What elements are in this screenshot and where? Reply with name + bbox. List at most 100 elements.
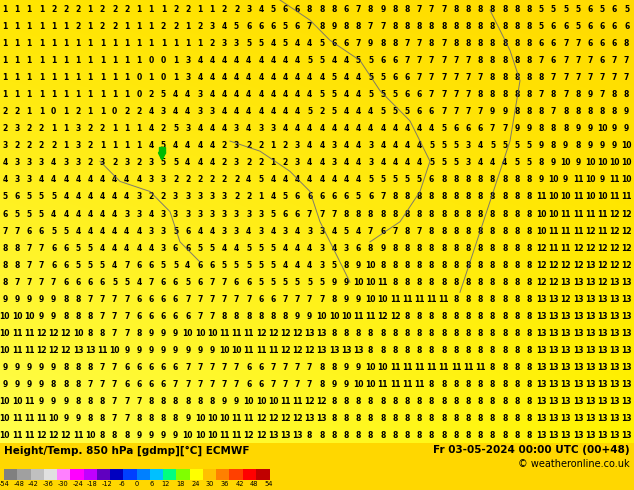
Text: 13: 13 [621, 363, 632, 372]
Text: 8: 8 [453, 397, 458, 406]
Text: 13: 13 [609, 431, 620, 441]
Text: 6: 6 [307, 193, 313, 201]
Bar [44, 469, 58, 480]
Text: 4: 4 [417, 158, 422, 168]
Text: 11: 11 [292, 397, 303, 406]
Text: 4: 4 [356, 90, 361, 99]
Text: 11: 11 [573, 193, 583, 201]
Text: 4: 4 [234, 73, 239, 82]
Text: 11: 11 [256, 346, 266, 355]
Text: 10: 10 [183, 431, 193, 441]
Text: 4: 4 [222, 124, 227, 133]
Text: 8: 8 [392, 39, 398, 48]
Text: 6: 6 [63, 244, 68, 253]
Text: 9: 9 [356, 363, 361, 372]
Text: 7: 7 [417, 73, 422, 82]
Bar [163, 469, 177, 480]
Text: 13: 13 [560, 312, 571, 321]
Text: 8: 8 [477, 278, 483, 287]
Text: 6: 6 [51, 261, 56, 270]
Text: 8: 8 [514, 226, 520, 236]
Text: 10: 10 [353, 380, 364, 389]
Text: 4: 4 [344, 124, 349, 133]
Text: 10: 10 [243, 397, 254, 406]
Text: 9: 9 [588, 124, 593, 133]
Text: 13: 13 [597, 380, 607, 389]
Text: 1: 1 [27, 73, 32, 82]
Text: 3: 3 [295, 141, 300, 150]
Text: 0: 0 [136, 90, 141, 99]
Text: 4: 4 [100, 193, 105, 201]
Text: 5: 5 [539, 22, 544, 31]
Text: 4: 4 [307, 158, 313, 168]
Text: 10: 10 [207, 414, 217, 423]
Text: 7: 7 [185, 380, 190, 389]
Text: 3: 3 [15, 124, 20, 133]
Text: 6: 6 [295, 22, 300, 31]
Text: 7: 7 [222, 363, 227, 372]
Text: 11: 11 [560, 210, 571, 219]
Text: 5: 5 [258, 278, 264, 287]
Text: 1: 1 [124, 141, 129, 150]
Text: 8: 8 [526, 226, 532, 236]
Text: 12: 12 [609, 210, 620, 219]
Text: 8: 8 [477, 56, 483, 65]
Text: 2: 2 [234, 5, 239, 14]
Text: 9: 9 [356, 295, 361, 304]
Text: 1: 1 [27, 90, 32, 99]
Text: 4: 4 [63, 193, 68, 201]
Text: 5: 5 [197, 244, 202, 253]
Text: 6: 6 [295, 210, 300, 219]
Text: 5: 5 [453, 158, 458, 168]
Text: 1: 1 [87, 5, 93, 14]
Text: 8: 8 [63, 295, 68, 304]
Text: 2: 2 [161, 22, 166, 31]
Text: 8: 8 [624, 39, 630, 48]
Text: 9: 9 [575, 124, 581, 133]
Text: 7: 7 [417, 56, 422, 65]
Text: 8: 8 [490, 175, 495, 184]
Text: 8: 8 [344, 210, 349, 219]
Text: 1: 1 [63, 124, 68, 133]
Text: 11: 11 [268, 346, 278, 355]
Text: 4: 4 [368, 124, 373, 133]
Text: 4: 4 [295, 175, 300, 184]
Text: 8: 8 [490, 244, 495, 253]
Text: 7: 7 [502, 124, 507, 133]
Text: 4: 4 [246, 56, 251, 65]
Text: 1: 1 [15, 39, 20, 48]
Text: 1: 1 [100, 107, 105, 116]
Text: 13: 13 [304, 414, 315, 423]
Text: 1: 1 [39, 90, 44, 99]
Text: 5: 5 [514, 158, 519, 168]
Text: 8: 8 [392, 5, 398, 14]
Text: 4: 4 [185, 107, 190, 116]
Text: 1: 1 [161, 5, 166, 14]
Text: 9: 9 [75, 414, 81, 423]
Text: 2: 2 [246, 193, 251, 201]
Text: 4: 4 [404, 141, 410, 150]
Text: 8: 8 [465, 244, 471, 253]
Text: 1: 1 [136, 124, 141, 133]
Text: 12: 12 [292, 414, 303, 423]
Text: 8: 8 [477, 226, 483, 236]
Text: 4: 4 [295, 56, 300, 65]
Text: 9: 9 [39, 295, 44, 304]
Text: 4: 4 [39, 175, 44, 184]
Text: 2: 2 [112, 5, 117, 14]
Text: 8: 8 [490, 39, 495, 48]
Text: 11: 11 [390, 363, 400, 372]
Text: 8: 8 [368, 397, 373, 406]
Text: 5: 5 [234, 22, 239, 31]
Text: 9: 9 [344, 380, 349, 389]
Text: 8: 8 [417, 22, 422, 31]
Text: 4: 4 [246, 90, 251, 99]
Text: 9: 9 [51, 397, 56, 406]
Text: 8: 8 [429, 226, 434, 236]
Text: 3: 3 [161, 244, 166, 253]
Text: 5: 5 [246, 39, 251, 48]
Text: 4: 4 [234, 56, 239, 65]
Text: 2: 2 [246, 158, 251, 168]
Text: 11: 11 [414, 363, 425, 372]
Text: 13: 13 [573, 278, 583, 287]
